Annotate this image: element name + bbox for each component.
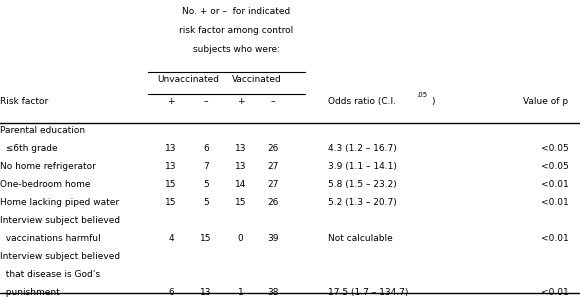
Text: 15: 15 [165,180,177,189]
Text: Odds ratio (C.I.: Odds ratio (C.I. [328,97,396,106]
Text: risk factor among control: risk factor among control [179,26,293,35]
Text: 13: 13 [165,162,177,171]
Text: vaccinations harmful: vaccinations harmful [0,234,101,243]
Text: No home refrigerator: No home refrigerator [0,162,96,171]
Text: 14: 14 [235,180,246,189]
Text: <0.01: <0.01 [541,180,568,189]
Text: 17.5 (1.7 – 134.7): 17.5 (1.7 – 134.7) [328,288,408,297]
Text: 27: 27 [267,162,278,171]
Text: 5.2 (1.3 – 20.7): 5.2 (1.3 – 20.7) [328,198,397,207]
Text: 1: 1 [238,288,244,297]
Text: 6: 6 [168,288,174,297]
Text: –: – [270,97,275,106]
Text: <0.05: <0.05 [541,144,568,153]
Text: 13: 13 [200,288,212,297]
Text: Value of p: Value of p [523,97,568,106]
Text: Interview subject believed: Interview subject believed [0,252,120,261]
Text: Unvaccinated: Unvaccinated [158,75,219,84]
Text: No. + or –  for indicated: No. + or – for indicated [182,7,291,16]
Text: 13: 13 [165,144,177,153]
Text: 15: 15 [200,234,212,243]
Text: 5: 5 [203,198,209,207]
Text: punishment: punishment [0,288,60,297]
Text: ): ) [431,97,434,106]
Text: Risk factor: Risk factor [0,97,48,106]
Text: 0: 0 [238,234,244,243]
Text: +: + [168,97,175,106]
Text: 3.9 (1.1 – 14.1): 3.9 (1.1 – 14.1) [328,162,397,171]
Text: 13: 13 [235,162,246,171]
Text: 13: 13 [235,144,246,153]
Text: that disease is God’s: that disease is God’s [0,270,100,279]
Text: <0.05: <0.05 [541,162,568,171]
Text: Interview subject believed: Interview subject believed [0,216,120,225]
Text: 4.3 (1.2 – 16.7): 4.3 (1.2 – 16.7) [328,144,397,153]
Text: 15: 15 [165,198,177,207]
Text: 38: 38 [267,288,278,297]
Text: Vaccinated: Vaccinated [232,75,281,84]
Text: 26: 26 [267,144,278,153]
Text: 39: 39 [267,234,278,243]
Text: 5.8 (1.5 – 23.2): 5.8 (1.5 – 23.2) [328,180,397,189]
Text: 26: 26 [267,198,278,207]
Text: 4: 4 [168,234,174,243]
Text: 5: 5 [203,180,209,189]
Text: 7: 7 [203,162,209,171]
Text: Parental education: Parental education [0,126,85,135]
Text: 27: 27 [267,180,278,189]
Text: ≤6th grade: ≤6th grade [0,144,57,153]
Text: 6: 6 [203,144,209,153]
Text: –: – [204,97,208,106]
Text: 15: 15 [235,198,246,207]
Text: <0.01: <0.01 [541,198,568,207]
Text: <0.01: <0.01 [541,234,568,243]
Text: Home lacking piped water: Home lacking piped water [0,198,119,207]
Text: Not calculable: Not calculable [328,234,393,243]
Text: +: + [237,97,244,106]
Text: One-bedroom home: One-bedroom home [0,180,90,189]
Text: <0.01: <0.01 [541,288,568,297]
Text: .05: .05 [416,92,427,98]
Text: subjects who were:: subjects who were: [193,45,280,54]
